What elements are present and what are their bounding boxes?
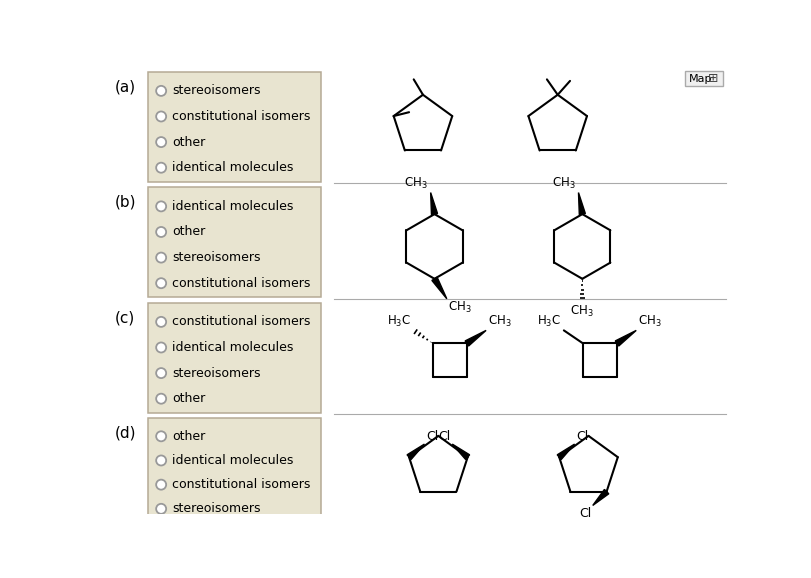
Text: identical molecules: identical molecules (172, 200, 294, 213)
Circle shape (157, 253, 166, 262)
FancyBboxPatch shape (148, 72, 321, 181)
Text: stereoisomers: stereoisomers (172, 366, 260, 380)
Circle shape (157, 227, 166, 237)
FancyBboxPatch shape (148, 303, 321, 413)
Text: H$_3$C: H$_3$C (388, 314, 411, 329)
Text: other: other (172, 225, 205, 239)
Circle shape (157, 162, 166, 173)
Text: (c): (c) (115, 310, 135, 325)
Text: ⊞: ⊞ (708, 72, 719, 85)
Circle shape (157, 343, 166, 353)
Text: Map: Map (689, 73, 712, 84)
Circle shape (157, 431, 166, 442)
Polygon shape (453, 444, 470, 460)
Polygon shape (557, 444, 575, 460)
Text: H$_3$C: H$_3$C (538, 314, 561, 329)
Text: Cl: Cl (576, 430, 589, 443)
Text: identical molecules: identical molecules (172, 161, 294, 174)
Text: CH$_3$: CH$_3$ (487, 314, 511, 329)
Circle shape (157, 278, 166, 288)
Text: constitutional isomers: constitutional isomers (172, 110, 311, 123)
Text: other: other (172, 392, 205, 405)
Text: Cl: Cl (579, 507, 591, 520)
FancyBboxPatch shape (148, 187, 321, 297)
Text: Cl: Cl (439, 430, 451, 443)
Text: identical molecules: identical molecules (172, 341, 294, 354)
Text: stereoisomers: stereoisomers (172, 84, 260, 97)
Text: CH$_3$: CH$_3$ (570, 303, 594, 318)
Text: CH$_3$: CH$_3$ (637, 314, 662, 329)
Circle shape (157, 504, 166, 514)
Circle shape (157, 201, 166, 212)
Circle shape (157, 112, 166, 121)
Circle shape (157, 368, 166, 378)
FancyBboxPatch shape (148, 418, 321, 522)
Polygon shape (431, 192, 438, 214)
Text: constitutional isomers: constitutional isomers (172, 478, 311, 491)
Text: Cl: Cl (426, 430, 438, 443)
Circle shape (157, 455, 166, 465)
Circle shape (157, 317, 166, 327)
Circle shape (157, 86, 166, 96)
Polygon shape (616, 331, 637, 346)
Circle shape (157, 137, 166, 147)
Polygon shape (466, 331, 486, 346)
Circle shape (157, 480, 166, 490)
Text: constitutional isomers: constitutional isomers (172, 277, 311, 290)
Polygon shape (432, 277, 447, 299)
Text: identical molecules: identical molecules (172, 454, 294, 467)
Text: CH$_3$: CH$_3$ (404, 176, 427, 191)
Polygon shape (578, 192, 586, 214)
Circle shape (157, 394, 166, 403)
Text: stereoisomers: stereoisomers (172, 502, 260, 516)
Polygon shape (593, 490, 609, 505)
FancyBboxPatch shape (684, 71, 723, 86)
Text: (a): (a) (115, 79, 136, 94)
Text: other: other (172, 136, 205, 149)
Text: other: other (172, 430, 205, 443)
Polygon shape (407, 444, 424, 460)
Text: (b): (b) (115, 195, 136, 210)
Text: CH$_3$: CH$_3$ (448, 301, 472, 316)
Text: stereoisomers: stereoisomers (172, 251, 260, 264)
Text: constitutional isomers: constitutional isomers (172, 316, 311, 328)
Text: (d): (d) (115, 426, 136, 441)
Text: CH$_3$: CH$_3$ (551, 176, 576, 191)
